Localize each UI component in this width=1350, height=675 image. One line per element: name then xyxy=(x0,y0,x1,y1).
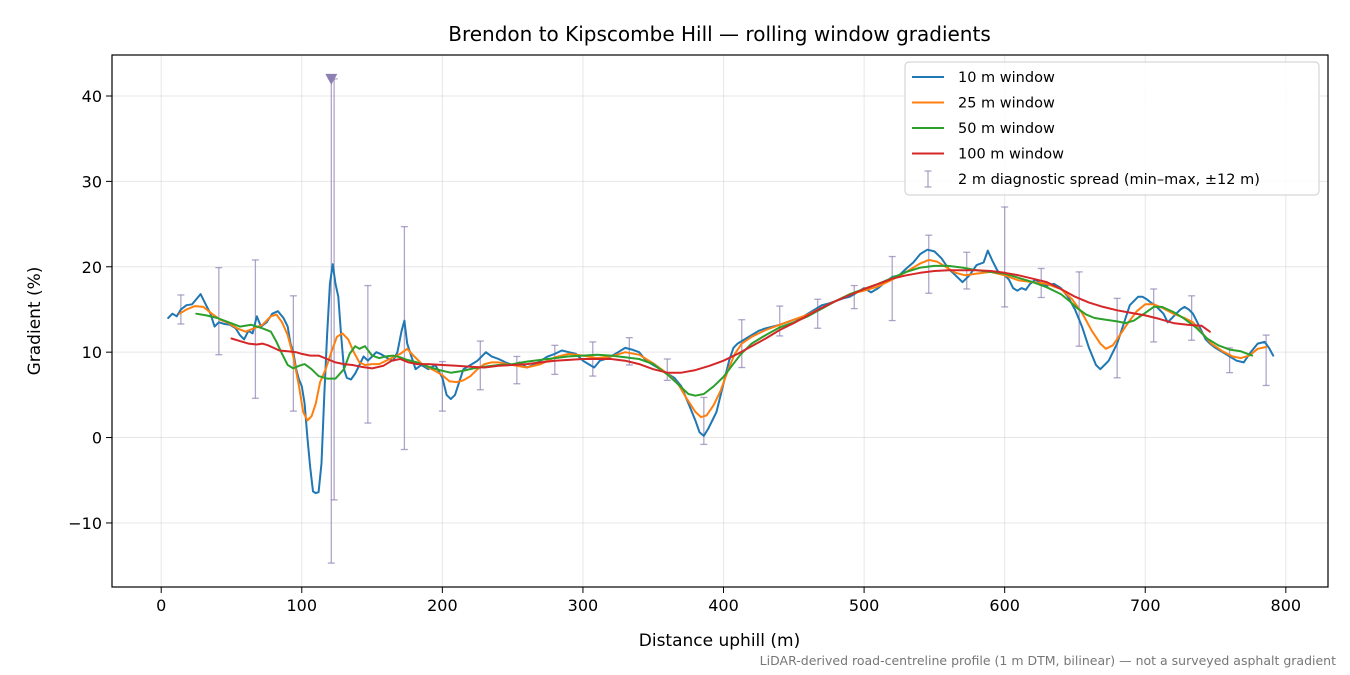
spread-bar xyxy=(625,337,633,366)
x-tick-label: 400 xyxy=(708,596,739,615)
x-tick-label: 300 xyxy=(568,596,599,615)
y-tick-label: 10 xyxy=(82,343,102,362)
chart-title: Brendon to Kipscombe Hill — rolling wind… xyxy=(448,22,991,46)
spread-bar xyxy=(476,340,484,391)
legend-entry: 100 m window xyxy=(912,147,1064,163)
spread-bar xyxy=(215,266,223,356)
spread-bar xyxy=(850,284,858,310)
footnote: LiDAR-derived road-centreline profile (1… xyxy=(760,653,1336,668)
spread-bar xyxy=(888,255,896,322)
x-tick-label: 700 xyxy=(1130,596,1161,615)
y-axis-title: Gradient (%) xyxy=(25,267,45,376)
legend-entry: 50 m window xyxy=(912,121,1055,137)
x-tick-label: 800 xyxy=(1271,596,1302,615)
x-tick-label: 100 xyxy=(287,596,318,615)
spread-bar xyxy=(1188,295,1196,341)
y-tick-label: 20 xyxy=(82,258,102,277)
spread-bar xyxy=(1001,206,1009,308)
legend-entry: 2 m diagnostic spread (min–max, ±12 m) xyxy=(924,170,1260,188)
series-line-3 xyxy=(195,264,1254,397)
spread-bar xyxy=(251,259,259,399)
series-line-1 xyxy=(167,248,1275,495)
series-lines xyxy=(167,248,1275,495)
x-tick-label: 0 xyxy=(156,596,166,615)
y-axis-ticks: −10 0 10 20 30 40 xyxy=(68,87,112,533)
y-tick-label: 0 xyxy=(92,429,102,448)
x-axis-ticks: 0 100 200 300 400 500 600 700 800 xyxy=(156,587,1301,615)
outlier-triangle-marker xyxy=(325,73,338,85)
clipped-outlier-marker xyxy=(325,73,338,85)
legend-swatch xyxy=(924,170,932,188)
legend-label: 2 m diagnostic spread (min–max, ±12 m) xyxy=(958,172,1260,188)
x-tick-label: 600 xyxy=(989,596,1020,615)
y-tick-label: 30 xyxy=(82,172,102,191)
spread-bar xyxy=(925,234,933,294)
x-tick-label: 200 xyxy=(427,596,458,615)
legend-label: 25 m window xyxy=(958,96,1055,112)
spread-bar xyxy=(1150,288,1158,343)
spread-bar xyxy=(814,298,822,329)
x-tick-label: 500 xyxy=(849,596,880,615)
spread-bar xyxy=(663,358,671,381)
legend-label: 10 m window xyxy=(958,70,1055,86)
spread-bar xyxy=(364,284,372,424)
legend-box xyxy=(904,61,1320,196)
legend-label: 100 m window xyxy=(958,147,1064,163)
spread-bar xyxy=(513,355,521,385)
legend: 10 m window 25 m window 50 m window 100 m w… xyxy=(904,61,1320,196)
y-tick-label: −10 xyxy=(68,514,102,533)
legend-label: 50 m window xyxy=(958,121,1055,137)
x-axis-title: Distance uphill (m) xyxy=(639,631,800,651)
spread-bar xyxy=(400,225,408,451)
series-line-4 xyxy=(230,269,1211,374)
spread-bar xyxy=(1226,347,1234,374)
plot-frame xyxy=(111,54,1329,588)
y-tick-label: 40 xyxy=(82,87,102,106)
legend-entry: 25 m window xyxy=(912,96,1055,112)
legend-entry: 10 m window xyxy=(912,70,1055,86)
